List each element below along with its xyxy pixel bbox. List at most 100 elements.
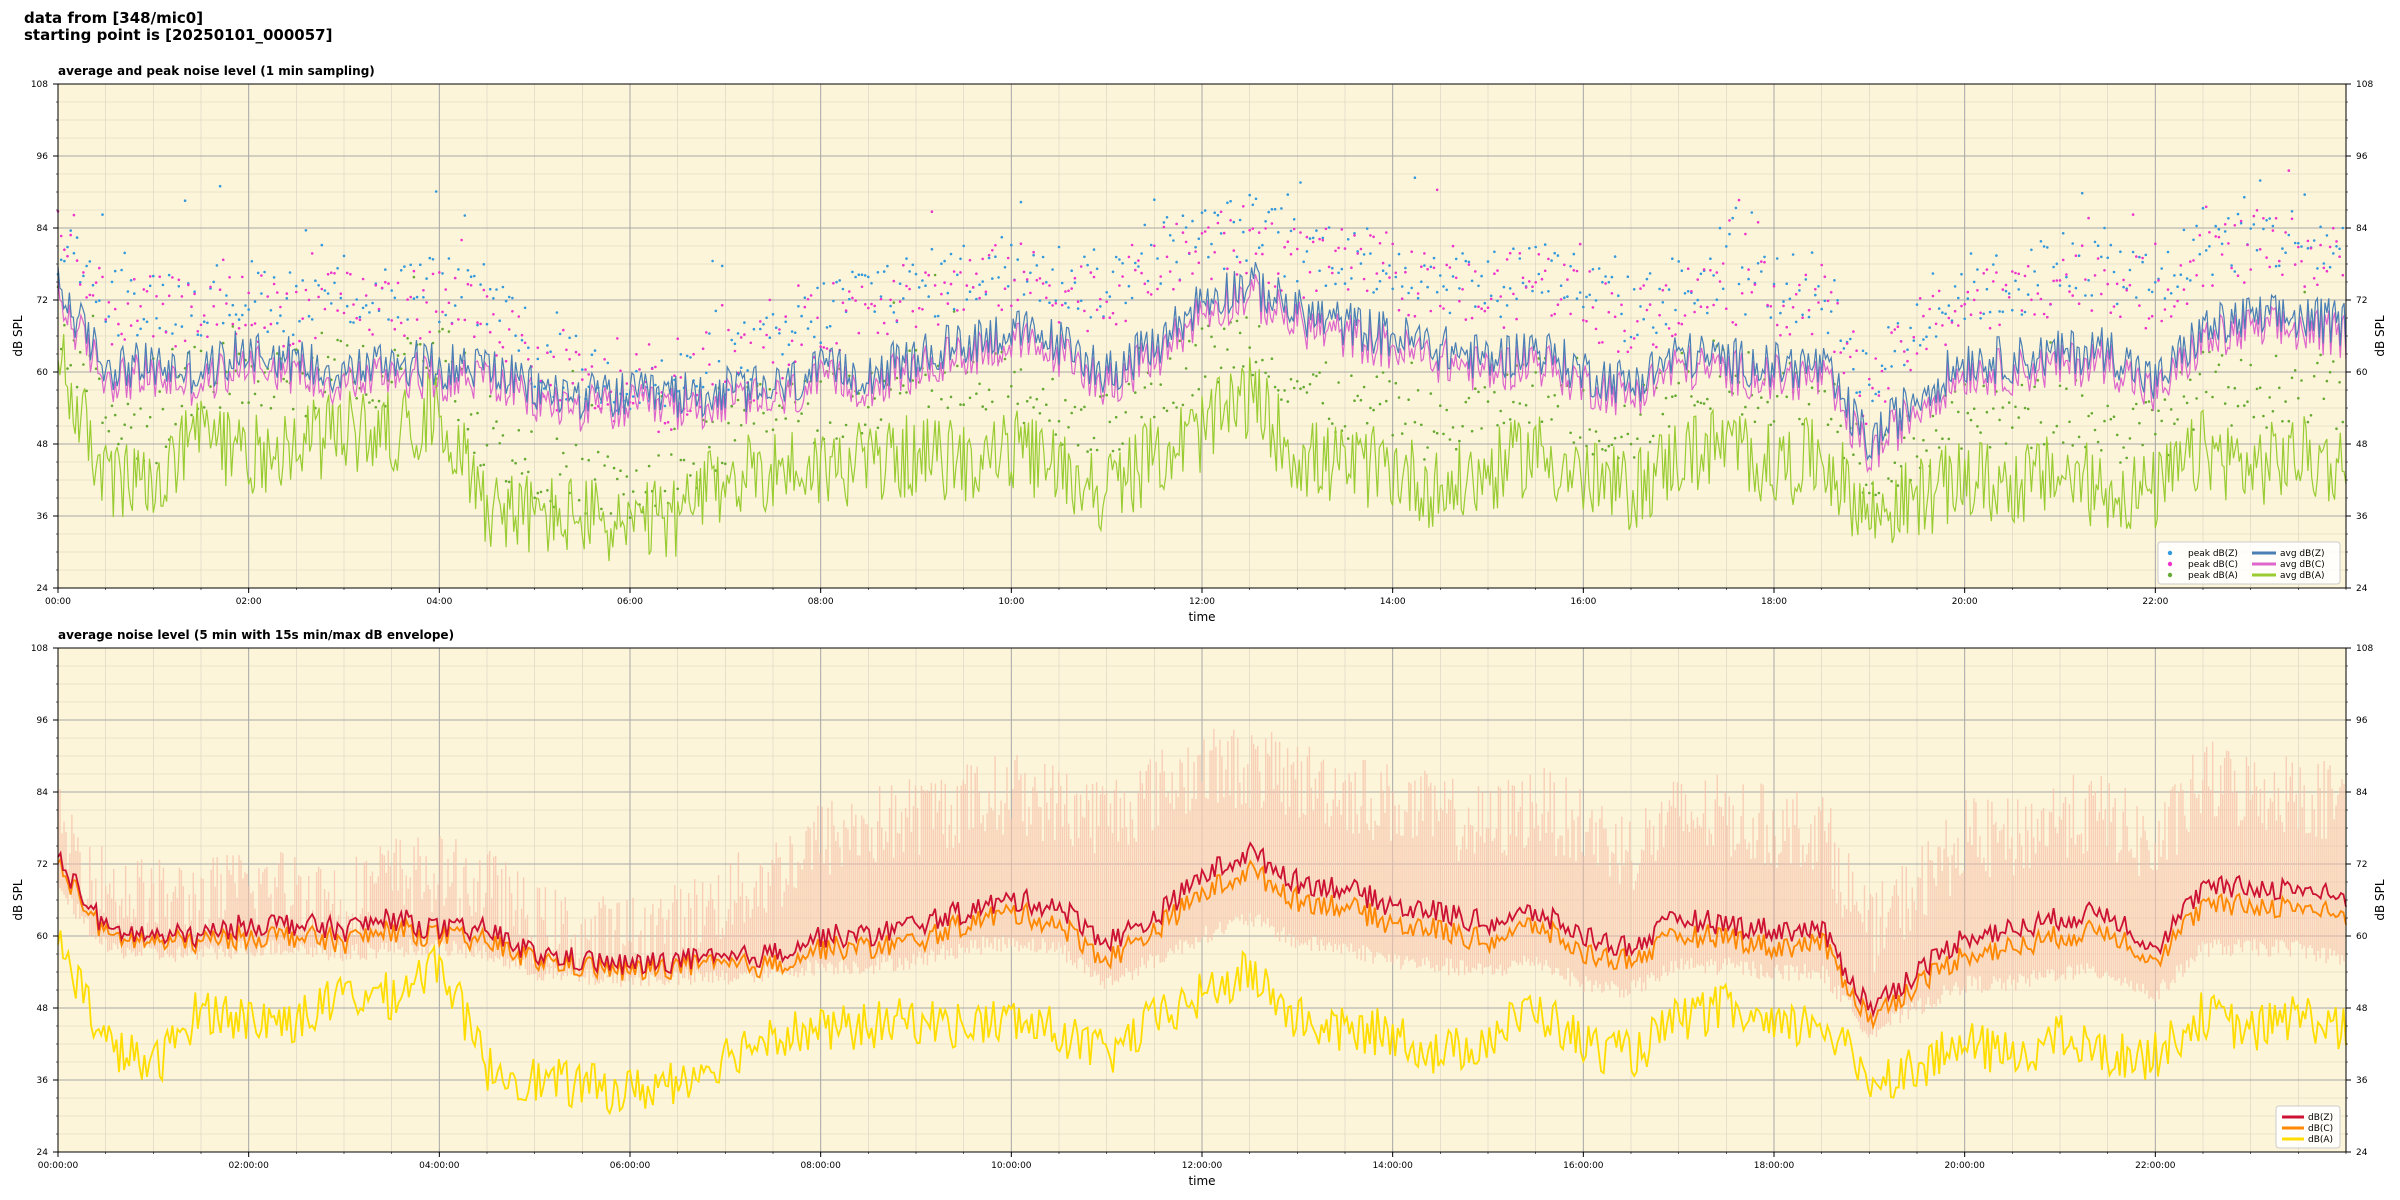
peak-c-point [1934, 322, 1938, 326]
peak-a-point [1972, 407, 1976, 411]
peak-z-point [1718, 226, 1722, 230]
peak-a-point [619, 469, 622, 473]
peak-c-point [1604, 282, 1607, 285]
peak-c-point [1950, 321, 1954, 324]
peak-z-point [1626, 275, 1630, 278]
peak-a-point [1839, 424, 1842, 428]
peak-z-point [800, 314, 803, 318]
peak-z-point [1448, 311, 1452, 315]
peak-a-point [1127, 382, 1131, 386]
peak-a-point [1054, 433, 1058, 436]
peak-a-point [1626, 432, 1630, 436]
peak-a-point [2071, 444, 2074, 447]
peak-a-point [1429, 392, 1433, 395]
peak-z-point [797, 305, 800, 308]
peak-c-point [568, 357, 571, 361]
peak-z-point [1496, 299, 1499, 303]
peak-c-point [2036, 292, 2040, 295]
peak-c-point [1540, 277, 1544, 281]
peak-a-point [1868, 491, 1871, 495]
peak-z-point [1315, 229, 1318, 232]
peak-a-point [304, 414, 308, 418]
peak-c-point [1277, 272, 1280, 275]
peak-z-point [1594, 299, 1598, 302]
peak-a-point [539, 490, 543, 494]
peak-c-point [1051, 304, 1054, 307]
peak-c-point [771, 361, 775, 364]
peak-a-point [682, 458, 686, 462]
peak-a-point [784, 417, 787, 420]
peak-a-point [905, 391, 908, 394]
peak-c-point [590, 365, 594, 368]
peak-a-point [867, 405, 870, 409]
peak-c-point [1210, 277, 1213, 281]
peak-a-point [1512, 400, 1515, 404]
peak-z-point [2087, 279, 2090, 282]
peak-z-point [1286, 193, 1290, 196]
peak-c-point [654, 365, 657, 369]
peak-a-point [1699, 401, 1703, 405]
peak-a-point [457, 418, 460, 422]
peak-z-point [241, 313, 244, 317]
peak-z-point [1912, 339, 1916, 342]
peak-a-point [1283, 389, 1286, 392]
peak-c-point [323, 307, 327, 311]
peak-z-point [2284, 251, 2287, 254]
peak-c-point [2312, 277, 2316, 280]
peak-a-point [2303, 290, 2306, 294]
peak-z-point [453, 304, 457, 307]
peak-a-point [1826, 423, 1830, 427]
peak-z-point [930, 247, 934, 251]
peak-c-point [1095, 308, 1099, 312]
peak-c-point [1219, 210, 1223, 214]
peak-a-point [1823, 389, 1827, 393]
peak-a-point [1674, 394, 1677, 398]
peak-c-point [1804, 273, 1808, 277]
peak-c-point [2131, 213, 2135, 216]
peak-z-point [1149, 243, 1153, 247]
peak-c-point [387, 282, 390, 285]
peak-a-point [2077, 435, 2081, 439]
peak-z-point [1019, 200, 1023, 204]
peak-z-point [133, 292, 136, 295]
peak-a-point [2014, 405, 2017, 409]
peak-z-point [409, 263, 413, 267]
peak-z-point [1442, 285, 1445, 288]
peak-z-point [199, 334, 203, 337]
peak-c-point [733, 349, 737, 353]
peak-a-point [908, 349, 911, 353]
peak-a-point [1222, 327, 1226, 331]
peak-z-point [2223, 230, 2227, 233]
peak-a-point [1153, 415, 1156, 419]
peak-z-point [1972, 280, 1976, 284]
peak-a-point [1499, 409, 1502, 413]
peak-a-point [616, 477, 619, 481]
peak-z-point [88, 260, 92, 263]
peak-z-point [1725, 245, 1728, 248]
peak-c-point [1826, 299, 1830, 303]
y-axis-label-left-2: dB SPL [11, 879, 25, 921]
peak-z-point [2106, 256, 2109, 260]
peak-z-point [1006, 285, 1010, 288]
peak-a-point [1474, 387, 1477, 391]
peak-a-point [860, 431, 864, 435]
peak-c-point [2125, 289, 2128, 292]
peak-z-point [1474, 305, 1477, 308]
peak-a-point [911, 379, 915, 382]
peak-z-point [371, 301, 374, 305]
peak-z-point [2131, 250, 2135, 254]
peak-z-point [606, 361, 610, 365]
peak-c-point [59, 234, 63, 238]
peak-c-point [2150, 314, 2154, 318]
peak-z-point [180, 325, 184, 328]
peak-a-point [1591, 452, 1595, 456]
peak-a-point [393, 348, 397, 352]
peak-a-point [2281, 420, 2284, 423]
peak-z-point [1292, 218, 1296, 221]
peak-z-point [1076, 307, 1080, 310]
peak-a-point [514, 461, 517, 465]
peak-c-point [975, 272, 978, 275]
chart-avg-peak: average and peak noise level (1 min samp… [11, 64, 2387, 624]
peak-a-point [1134, 391, 1137, 394]
peak-z-point [2046, 246, 2049, 249]
